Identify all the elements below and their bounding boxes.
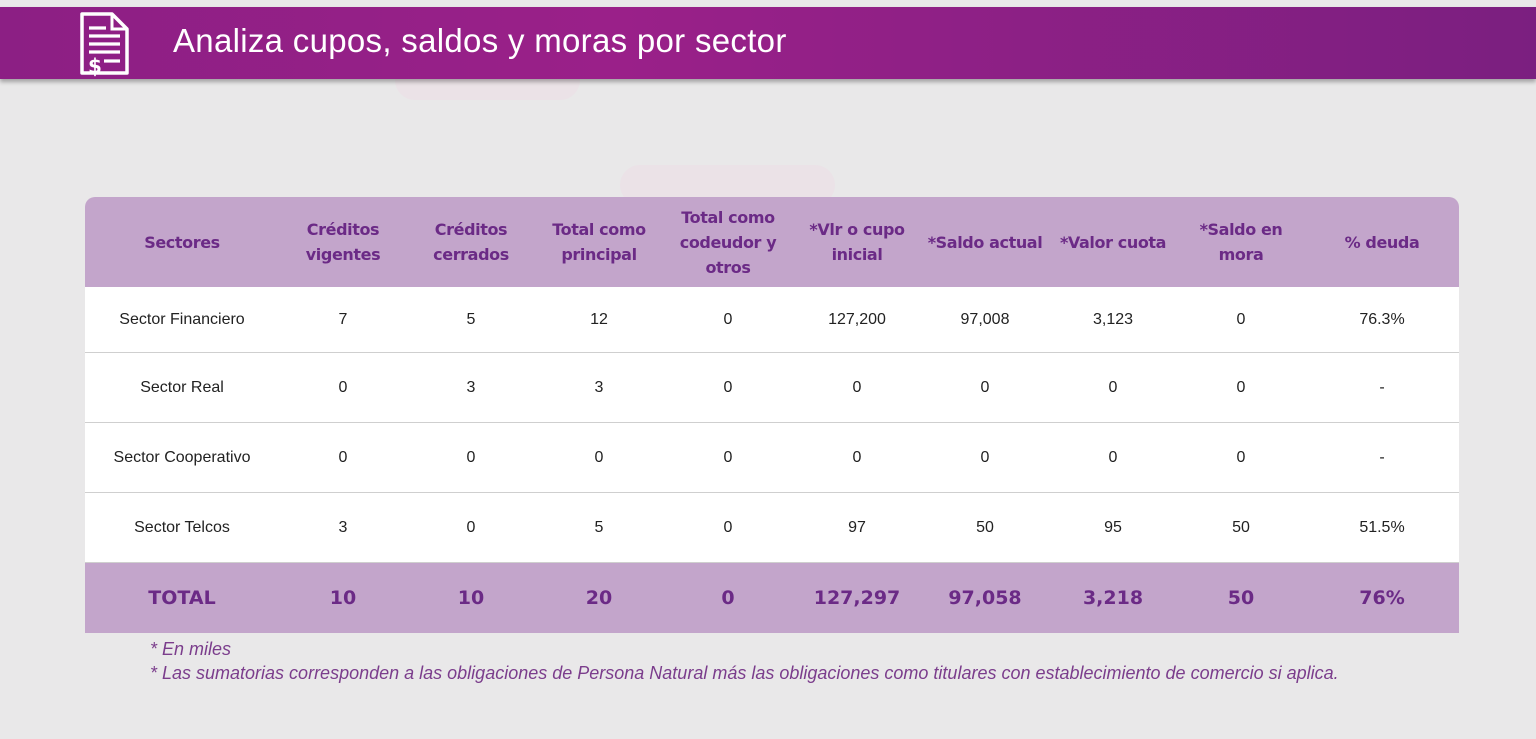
table-cell: 97,008 [921, 287, 1049, 353]
total-cell: 0 [663, 562, 793, 633]
total-cell: 97,058 [921, 562, 1049, 633]
document-icon: $ [80, 12, 129, 77]
table-cell: 0 [1177, 287, 1305, 353]
table-cell: 0 [793, 352, 921, 423]
total-cell: 10 [279, 562, 407, 633]
table-row: Sector Financiero 7 5 12 0 127,200 97,008 3,123… [85, 287, 1459, 353]
table-cell: - [1305, 352, 1459, 423]
sector-name: Sector Financiero [85, 287, 279, 353]
table-cell: 5 [407, 287, 535, 353]
table-cell: 0 [1049, 422, 1177, 493]
footnote: * Las sumatorias corresponden a las obli… [150, 663, 1339, 683]
total-cell: 10 [407, 562, 535, 633]
table-cell: 0 [279, 422, 407, 493]
table-cell: 3 [407, 352, 535, 423]
column-header: Total como codeudor y otros [663, 197, 793, 287]
sector-name: Sector Real [85, 352, 279, 423]
table-cell: 0 [407, 492, 535, 563]
table-cell: 0 [535, 422, 663, 493]
table-cell: 0 [663, 492, 793, 563]
table-cell: 0 [663, 352, 793, 423]
footnote: * En miles [150, 639, 232, 659]
table-cell: 0 [279, 352, 407, 423]
table-row: Sector Telcos 3 0 5 0 97 50 95 50 51.5% [85, 492, 1459, 563]
table-cell: 0 [921, 352, 1049, 423]
table-cell: 51.5% [1305, 492, 1459, 563]
footnotes: * En miles * Las sumatorias corresponden … [150, 637, 1339, 685]
total-cell: 127,297 [793, 562, 921, 633]
table-cell: 0 [1177, 352, 1305, 423]
table-cell: 3 [535, 352, 663, 423]
column-header: *Saldo en mora [1177, 197, 1305, 287]
sector-table: Sectores Créditos vigentes Créditos cerrad… [85, 197, 1459, 633]
table-body: Sector Financiero 7 5 12 0 127,200 97,008 3,123… [85, 287, 1459, 633]
table-cell: 0 [793, 422, 921, 493]
page-title: Analiza cupos, saldos y moras por sector [173, 22, 787, 59]
table-row: Sector Cooperativo 0 0 0 0 0 0 0 0- [85, 422, 1459, 493]
column-header: *Vlr o cupo inicial [793, 197, 921, 287]
total-cell: 76% [1305, 562, 1459, 633]
column-header: Sectores [85, 197, 279, 287]
table-cell: 97 [793, 492, 921, 563]
table-cell: 0 [921, 422, 1049, 493]
column-header: *Saldo actual [921, 197, 1049, 287]
table-cell: 5 [535, 492, 663, 563]
table-cell: - [1305, 422, 1459, 493]
table-cell: 50 [1177, 492, 1305, 563]
table-cell: 50 [921, 492, 1049, 563]
table-cell: 0 [663, 422, 793, 493]
table-row: Sector Real 0 3 3 0 0 0 0 0- [85, 352, 1459, 423]
total-label: TOTAL [85, 562, 279, 633]
total-cell: 20 [535, 562, 663, 633]
column-header: *Valor cuota [1049, 197, 1177, 287]
table-cell: 0 [663, 287, 793, 353]
table-cell: 127,200 [793, 287, 921, 353]
table-cell: 0 [1049, 352, 1177, 423]
total-row: TOTAL 10 10 20 0 127,297 97,058 3,218 50 76% [85, 562, 1459, 633]
table-cell: 95 [1049, 492, 1177, 563]
table-cell: 0 [407, 422, 535, 493]
column-header: Créditos cerrados [407, 197, 535, 287]
column-header: % deuda [1305, 197, 1459, 287]
table-cell: 7 [279, 287, 407, 353]
column-header: Créditos vigentes [279, 197, 407, 287]
total-cell: 3,218 [1049, 562, 1177, 633]
table-cell: 76.3% [1305, 287, 1459, 353]
svg-text:$: $ [88, 54, 102, 77]
total-cell: 50 [1177, 562, 1305, 633]
table-cell: 0 [1177, 422, 1305, 493]
table-cell: 12 [535, 287, 663, 353]
table-cell: 3 [279, 492, 407, 563]
sector-name: Sector Telcos [85, 492, 279, 563]
sector-name: Sector Cooperativo [85, 422, 279, 493]
table-cell: 3,123 [1049, 287, 1177, 353]
header-row: Sectores Créditos vigentes Créditos cerrad… [85, 197, 1459, 287]
header-bar: $ Analiza cupos, saldos y moras por sect… [0, 7, 1536, 79]
column-header: Total como principal [535, 197, 663, 287]
